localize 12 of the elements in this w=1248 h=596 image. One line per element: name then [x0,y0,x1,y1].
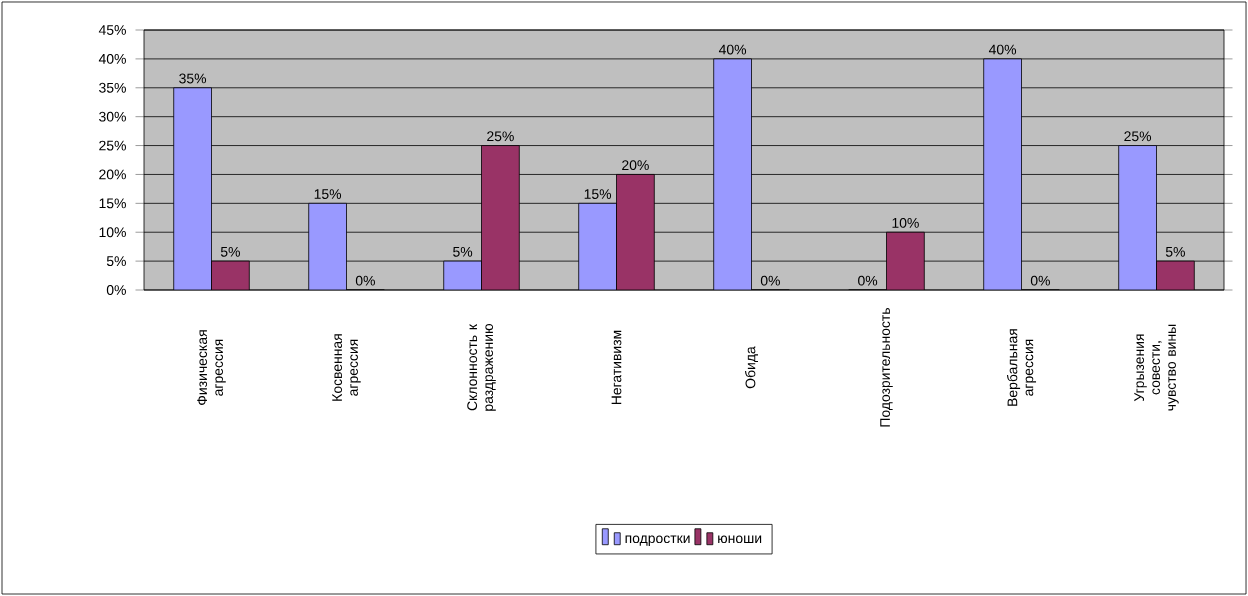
bar [308,202,347,290]
bar [616,174,655,290]
bar [983,58,1022,290]
bar [1156,260,1195,290]
bar [578,202,617,290]
bar [1118,145,1157,290]
bar [886,231,925,290]
bar [481,145,520,290]
bar [173,87,212,290]
bar [211,260,250,290]
bar [713,58,752,290]
bar [443,260,482,290]
